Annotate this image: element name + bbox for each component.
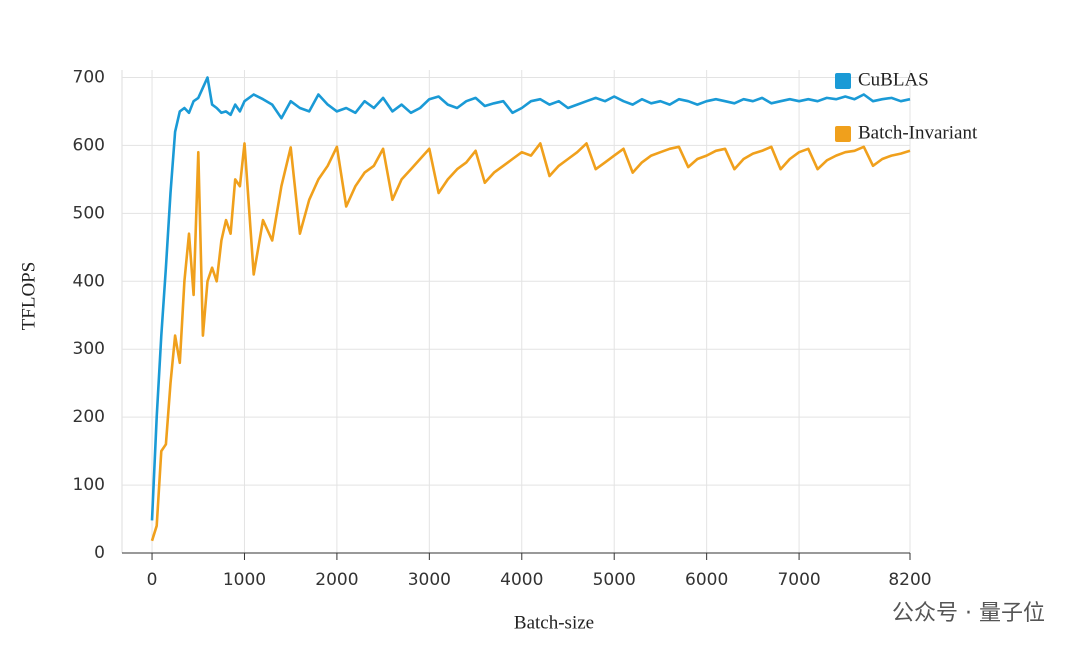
x-tick-label: 3000 (408, 570, 451, 590)
y-tick-label: 200 (73, 407, 105, 427)
y-tick-label: 500 (73, 203, 105, 223)
legend-swatch (835, 73, 851, 89)
y-axis-label: TFLOPS (18, 262, 39, 331)
x-tick-label: 8200 (888, 570, 931, 590)
series-line (150, 142, 911, 542)
y-tick-label: 600 (73, 135, 105, 155)
x-tick-label: 0 (147, 570, 158, 590)
y-tick-label: 100 (73, 475, 105, 495)
y-tick-label: 0 (94, 543, 105, 563)
legend-label: CuBLAS (858, 69, 929, 90)
x-tick-label: 2000 (315, 570, 358, 590)
x-tick-label: 6000 (685, 570, 728, 590)
x-tick-label: 1000 (223, 570, 266, 590)
x-axis-label: Batch-size (514, 612, 594, 633)
x-tick-label: 7000 (777, 570, 820, 590)
y-tick-label: 300 (73, 339, 105, 359)
y-tick-label: 700 (73, 67, 105, 87)
legend-swatch (835, 126, 851, 142)
watermark: 公众号 · 量子位 (892, 601, 1045, 626)
x-tick-label: 4000 (500, 570, 543, 590)
y-tick-label: 400 (73, 271, 105, 291)
legend-label: Batch-Invariant (858, 122, 978, 143)
x-tick-label: 5000 (593, 570, 636, 590)
series-line (150, 76, 911, 521)
